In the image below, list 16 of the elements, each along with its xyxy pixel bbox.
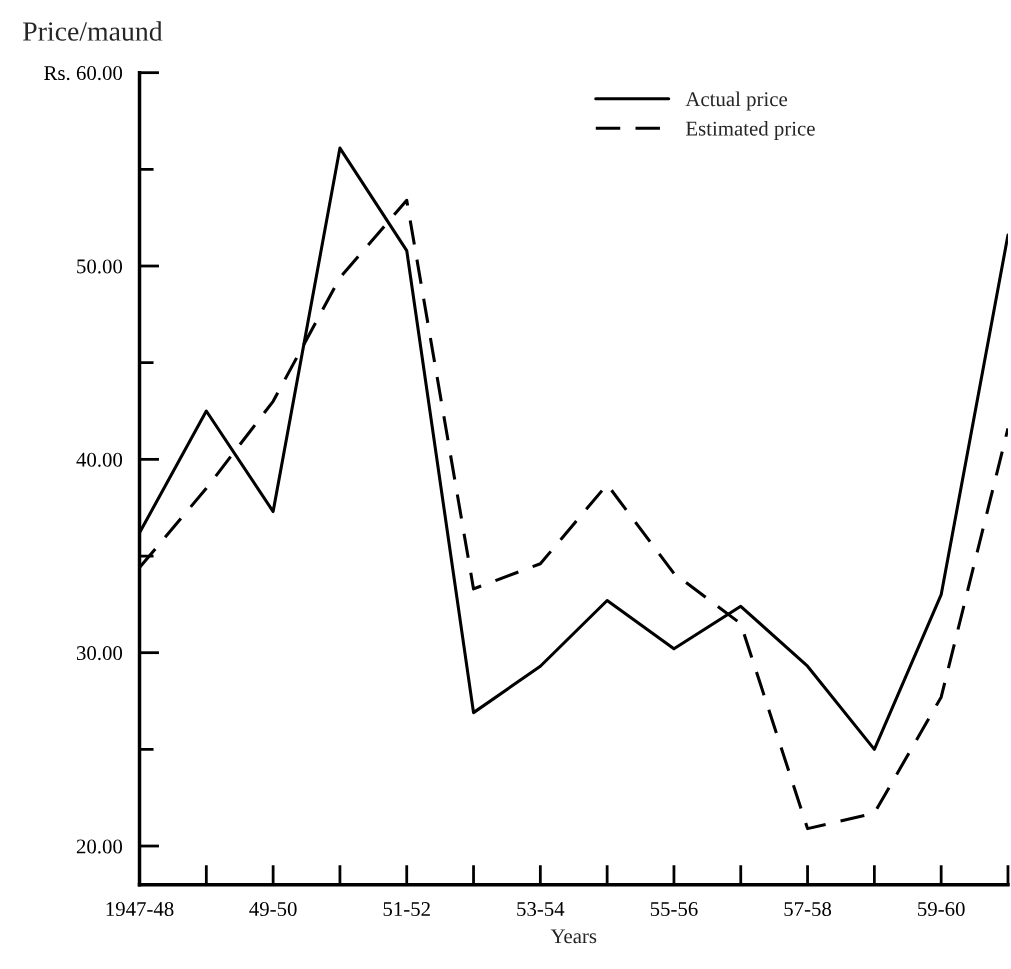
x-tick-label: 55-56 xyxy=(650,902,698,917)
x-tick-label: 57-58 xyxy=(784,901,832,917)
y-tick-label: 30.00 xyxy=(76,646,123,661)
y-tick-label: Rs. 60.00 xyxy=(44,66,123,81)
x-axis-title: Years xyxy=(550,929,597,944)
y-tick-label: 40.00 xyxy=(76,452,123,467)
legend-label: Estimated price xyxy=(685,120,815,140)
x-tick-label: 51-52 xyxy=(383,902,430,917)
x-tick-label: 1947-48 xyxy=(106,901,174,917)
legend-label: Actual price xyxy=(685,91,788,111)
y-tick-label: 20.00 xyxy=(76,839,123,854)
x-tick-label: 49-50 xyxy=(249,901,297,917)
chart-title: Price/maund xyxy=(23,21,163,41)
x-tick-label: 53-54 xyxy=(517,902,565,917)
y-tick-label: 50.00 xyxy=(77,259,123,274)
x-tick-label: 59-60 xyxy=(918,901,965,917)
